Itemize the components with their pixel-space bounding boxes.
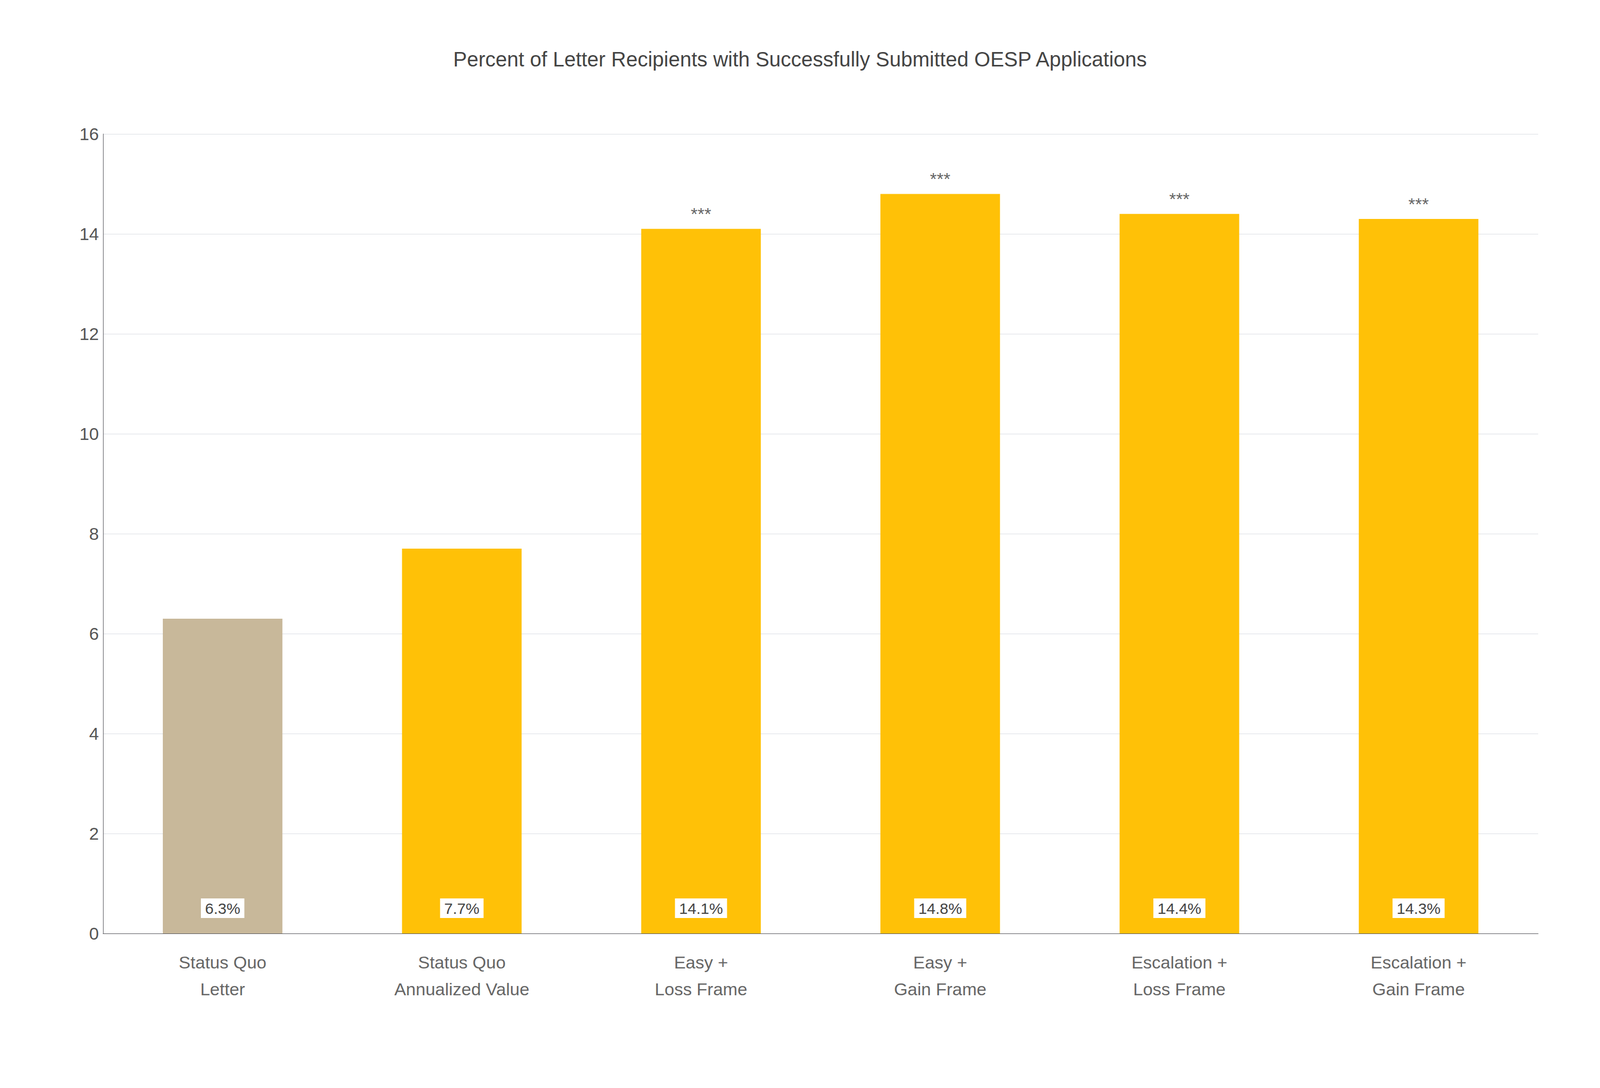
svg-text:Loss Frame: Loss Frame [654, 979, 748, 999]
svg-text:10: 10 [79, 423, 99, 444]
svg-text:12: 12 [79, 324, 99, 344]
svg-text:Status Quo: Status Quo [178, 952, 267, 973]
svg-text:***: *** [690, 203, 712, 224]
svg-text:4: 4 [89, 723, 99, 744]
svg-text:Gain Frame: Gain Frame [893, 979, 987, 999]
svg-text:7.7%: 7.7% [444, 899, 480, 917]
svg-text:Escalation +: Escalation + [1131, 952, 1228, 973]
svg-text:Escalation +: Escalation + [1370, 952, 1467, 973]
svg-text:***: *** [1408, 194, 1429, 214]
svg-text:***: *** [1169, 189, 1190, 209]
svg-text:8: 8 [89, 523, 99, 544]
svg-text:14.8%: 14.8% [918, 899, 963, 917]
svg-text:2: 2 [89, 823, 99, 844]
svg-text:6: 6 [89, 623, 99, 644]
svg-text:Annualized Value: Annualized Value [394, 979, 530, 999]
svg-text:Percent of Letter Recipients w: Percent of Letter Recipients with Succes… [453, 47, 1148, 71]
svg-text:Gain Frame: Gain Frame [1372, 979, 1466, 999]
svg-text:Easy +: Easy + [913, 952, 968, 973]
svg-text:***: *** [929, 168, 951, 189]
svg-text:Loss Frame: Loss Frame [1133, 979, 1227, 999]
svg-text:Status Quo: Status Quo [417, 952, 506, 973]
svg-text:14.1%: 14.1% [678, 899, 723, 917]
svg-text:Letter: Letter [200, 979, 246, 999]
svg-text:6.3%: 6.3% [205, 899, 241, 917]
svg-text:14: 14 [79, 224, 99, 244]
svg-text:14.3%: 14.3% [1396, 899, 1441, 917]
svg-text:Easy +: Easy + [673, 952, 728, 973]
svg-text:16: 16 [79, 124, 99, 144]
svg-text:14.4%: 14.4% [1157, 899, 1202, 917]
svg-text:0: 0 [89, 923, 99, 944]
